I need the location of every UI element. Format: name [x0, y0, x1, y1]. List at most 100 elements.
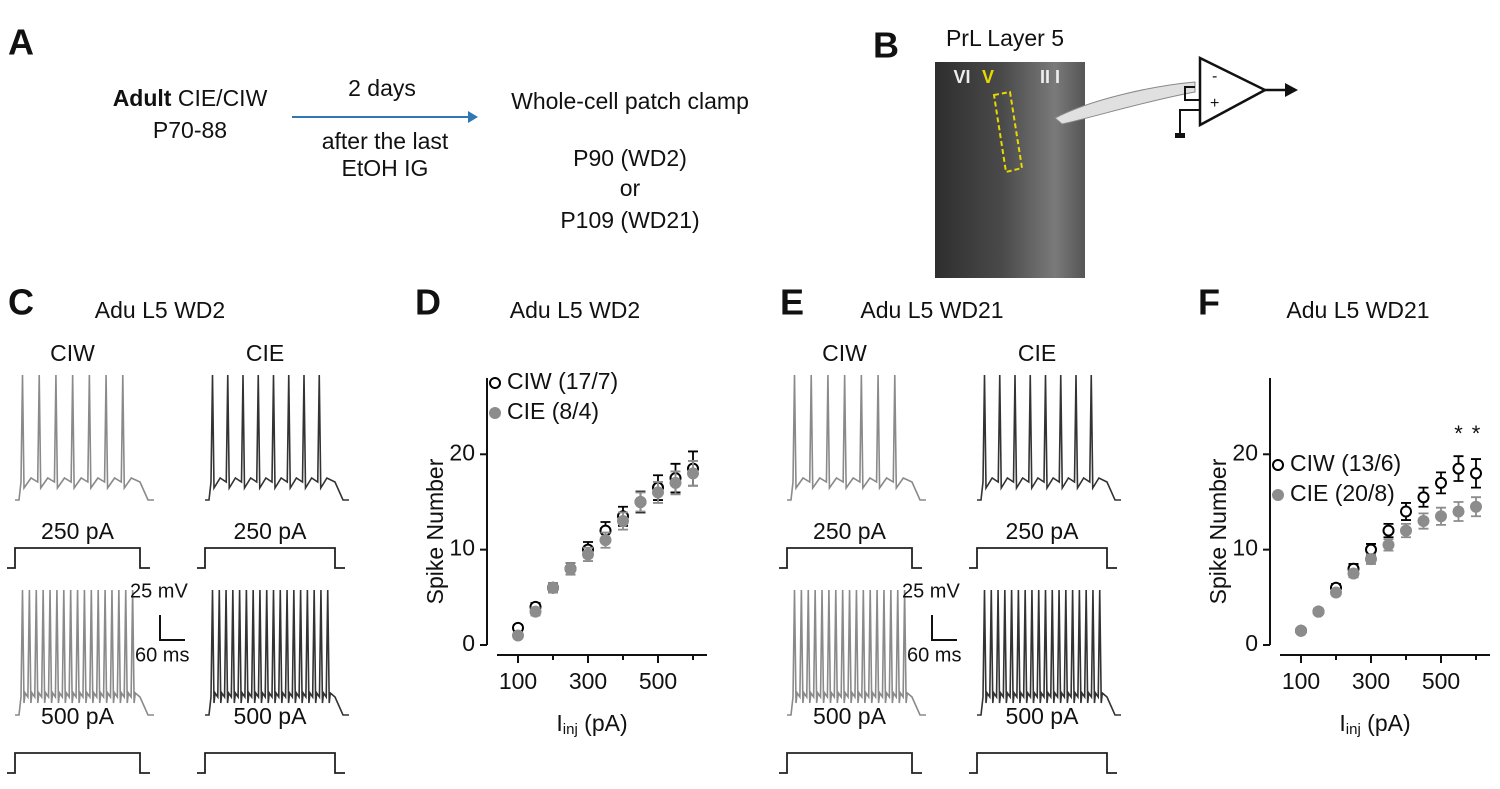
- panel-letter: B: [873, 25, 899, 66]
- legend-label: CIW (13/6): [1290, 450, 1401, 476]
- marker: [1295, 624, 1307, 637]
- marker: [634, 495, 647, 508]
- current-label: 500 pA: [41, 703, 115, 729]
- scale-bar: [159, 615, 185, 641]
- panel-letter: A: [8, 22, 34, 63]
- chart-title: Adu L5 WD2: [510, 297, 640, 323]
- voltage-trace: [977, 589, 1121, 716]
- arrow-note: EtOH IG: [342, 155, 429, 181]
- x-tick-label: 100: [1282, 668, 1320, 694]
- current-label: 250 pA: [1006, 518, 1080, 544]
- time-label: P109 (WD21): [560, 207, 699, 233]
- panel-letter: D: [415, 282, 441, 323]
- legend-label: CIE (20/8): [1290, 480, 1395, 506]
- x-axis-label-part: inj: [563, 721, 578, 738]
- panel-title: Adu L5 WD21: [860, 297, 1003, 323]
- current-step: [969, 752, 1117, 774]
- legend-label: CIW (17/7): [507, 368, 618, 394]
- y-tick-label: 0: [462, 630, 475, 656]
- marker: [1382, 524, 1395, 537]
- method-label: Whole-cell patch clamp: [511, 88, 749, 114]
- marker: [512, 629, 524, 642]
- legend-marker: [489, 407, 501, 419]
- amplifier: [1198, 55, 1268, 128]
- x-axis-label-part: I: [1339, 710, 1345, 736]
- x-tick-label: 500: [1422, 668, 1460, 694]
- layer-label: II I: [1040, 67, 1060, 87]
- y-tick-label: 20: [449, 439, 475, 465]
- arrow-label: 2 days: [348, 75, 416, 101]
- marker: [1470, 467, 1482, 480]
- panel-title: PrL Layer 5: [946, 25, 1064, 51]
- y-tick-label: 10: [449, 535, 475, 561]
- current-label: 250 pA: [234, 518, 308, 544]
- current-step: [779, 752, 922, 774]
- x-tick-label: 300: [569, 668, 607, 694]
- bold-text: Adult: [113, 85, 172, 111]
- marker: [1435, 510, 1447, 523]
- legend-marker: [489, 377, 501, 389]
- minus-sign: -: [1212, 68, 1217, 85]
- marker: [582, 548, 594, 561]
- ground-wire: [1179, 109, 1200, 135]
- panel-letter: C: [8, 282, 34, 323]
- panel-title: Adu L5 WD2: [95, 297, 225, 323]
- x-tick-label: 500: [639, 668, 677, 694]
- current-label: 500 pA: [1006, 703, 1080, 729]
- scale-label: 60 ms: [907, 644, 961, 666]
- group-label: CIE: [1018, 340, 1056, 366]
- text: CIE/CIW: [178, 85, 268, 111]
- voltage-trace: [205, 374, 349, 501]
- scale-label: 60 ms: [135, 644, 189, 666]
- current-label: 500 pA: [234, 703, 308, 729]
- marker: [617, 515, 629, 528]
- x-axis-label-part: (pA): [578, 710, 628, 736]
- voltage-trace: [787, 374, 926, 501]
- current-step: [969, 547, 1117, 569]
- x-axis-label-part: (pA): [1361, 710, 1411, 736]
- ground: [1175, 133, 1185, 138]
- voltage-trace: [977, 374, 1121, 501]
- marker: [1330, 586, 1342, 599]
- marker: [1435, 476, 1447, 489]
- age-label: P70-88: [153, 117, 227, 143]
- panel-letter: F: [1198, 282, 1220, 323]
- group-label: CIE: [246, 340, 284, 366]
- current-label: 250 pA: [41, 518, 115, 544]
- x-tick-label: 300: [1352, 668, 1390, 694]
- x-axis-label-part: inj: [1346, 721, 1361, 738]
- x-axis-label-part: I: [556, 710, 562, 736]
- output-arrow: [1285, 83, 1298, 97]
- marker: [1452, 505, 1465, 518]
- marker: [1400, 524, 1412, 537]
- arrow-note: after the last: [322, 128, 449, 154]
- group-label: Adult CIE/CIW: [113, 85, 268, 111]
- marker: [669, 476, 682, 489]
- y-tick-label: 0: [1245, 630, 1258, 656]
- y-tick-label: 20: [1232, 439, 1258, 465]
- scale-bar: [931, 615, 957, 641]
- marker: [1400, 505, 1412, 518]
- legend-marker: [1272, 459, 1284, 471]
- y-axis-label: Spike Number: [1205, 458, 1231, 604]
- recording-region: [992, 90, 1024, 174]
- marker: [547, 581, 559, 594]
- panel-letter: E: [780, 282, 804, 323]
- significance: *: [1472, 421, 1481, 446]
- y-axis-label: Spike Number: [422, 458, 448, 604]
- significance: *: [1454, 421, 1463, 446]
- marker: [599, 534, 612, 547]
- voltage-trace: [787, 589, 926, 716]
- current-step: [7, 547, 150, 569]
- legend-label: CIE (8/4): [507, 398, 599, 424]
- marker: [1417, 515, 1430, 528]
- marker: [529, 605, 542, 618]
- marker: [1312, 605, 1325, 618]
- scale-label: 25 mV: [902, 580, 960, 602]
- x-axis-label: Iinj (pA): [556, 710, 627, 738]
- marker: [1365, 553, 1377, 566]
- x-tick-label: 100: [499, 668, 537, 694]
- arrow-head: [468, 111, 478, 123]
